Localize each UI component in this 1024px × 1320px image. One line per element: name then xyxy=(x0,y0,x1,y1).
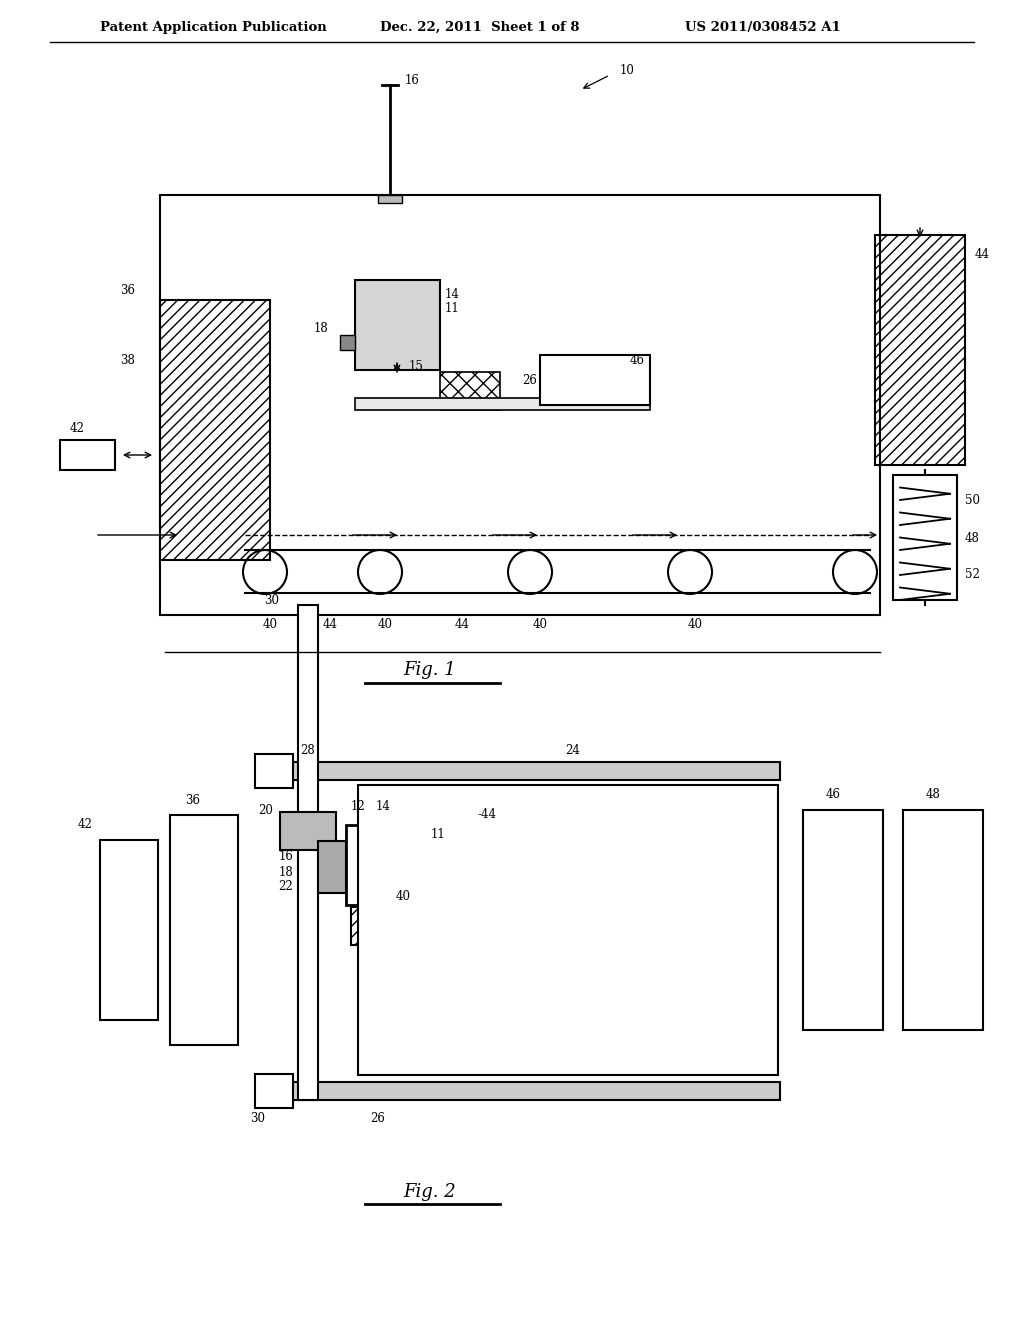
Text: 48: 48 xyxy=(926,788,940,801)
Bar xyxy=(100,840,158,1020)
Text: 40: 40 xyxy=(262,618,278,631)
Bar xyxy=(318,841,346,894)
Text: 12: 12 xyxy=(351,800,366,813)
Text: -44: -44 xyxy=(478,808,497,821)
Bar xyxy=(298,605,318,1100)
Text: 44: 44 xyxy=(975,248,990,261)
Text: 18: 18 xyxy=(313,322,328,334)
Bar xyxy=(893,475,957,601)
Text: 30: 30 xyxy=(264,594,280,606)
Bar xyxy=(255,1074,293,1107)
Text: 14: 14 xyxy=(376,800,391,813)
Circle shape xyxy=(668,550,712,594)
Text: 40: 40 xyxy=(396,891,411,903)
Text: 44: 44 xyxy=(455,618,469,631)
Text: 52: 52 xyxy=(965,569,980,582)
Bar xyxy=(358,785,778,1074)
Text: 15: 15 xyxy=(409,360,424,374)
Bar xyxy=(355,280,440,370)
Text: 40: 40 xyxy=(378,618,392,631)
Bar xyxy=(803,810,883,1030)
Text: 28: 28 xyxy=(300,743,314,756)
Text: Fig. 2: Fig. 2 xyxy=(403,1183,457,1201)
Bar xyxy=(290,1082,780,1100)
Bar xyxy=(440,372,500,411)
Text: 16: 16 xyxy=(406,74,420,87)
Circle shape xyxy=(358,550,402,594)
Text: 40: 40 xyxy=(687,618,702,631)
Text: 36: 36 xyxy=(185,793,200,807)
Bar xyxy=(351,907,421,945)
Text: 48: 48 xyxy=(965,532,980,544)
Bar xyxy=(355,399,650,411)
Bar xyxy=(60,440,115,470)
Circle shape xyxy=(243,550,287,594)
Bar xyxy=(255,754,293,788)
Text: 38: 38 xyxy=(120,354,135,367)
Circle shape xyxy=(508,550,552,594)
Text: 46: 46 xyxy=(630,354,645,367)
Text: 18: 18 xyxy=(279,866,293,879)
Text: Fig. 1: Fig. 1 xyxy=(403,661,457,678)
Text: 36: 36 xyxy=(120,284,135,297)
Text: 22: 22 xyxy=(279,880,293,894)
Text: 44: 44 xyxy=(323,618,338,631)
Text: US 2011/0308452 A1: US 2011/0308452 A1 xyxy=(685,21,841,33)
Bar xyxy=(874,235,965,465)
Bar xyxy=(540,355,650,405)
Text: 26: 26 xyxy=(522,374,537,387)
Text: 11: 11 xyxy=(431,829,445,842)
Text: 10: 10 xyxy=(620,63,635,77)
Bar xyxy=(160,195,880,615)
Bar xyxy=(170,814,238,1045)
Bar xyxy=(346,825,426,906)
Text: 42: 42 xyxy=(70,421,85,434)
Text: 11: 11 xyxy=(445,301,460,314)
Bar xyxy=(903,810,983,1030)
Bar xyxy=(378,195,402,203)
Text: 46: 46 xyxy=(825,788,841,801)
Bar xyxy=(160,300,270,560)
Text: 50: 50 xyxy=(965,494,980,507)
Text: 26: 26 xyxy=(370,1111,385,1125)
Text: 24: 24 xyxy=(565,743,580,756)
Bar xyxy=(290,762,780,780)
Text: 16: 16 xyxy=(279,850,293,863)
Text: 42: 42 xyxy=(78,818,93,832)
Text: 20: 20 xyxy=(258,804,273,817)
Text: 30: 30 xyxy=(250,1111,265,1125)
Bar xyxy=(340,335,355,350)
Text: Dec. 22, 2011  Sheet 1 of 8: Dec. 22, 2011 Sheet 1 of 8 xyxy=(380,21,580,33)
Text: Patent Application Publication: Patent Application Publication xyxy=(100,21,327,33)
Bar xyxy=(280,812,336,850)
Text: 14: 14 xyxy=(445,289,460,301)
Text: 40: 40 xyxy=(532,618,548,631)
Circle shape xyxy=(833,550,877,594)
